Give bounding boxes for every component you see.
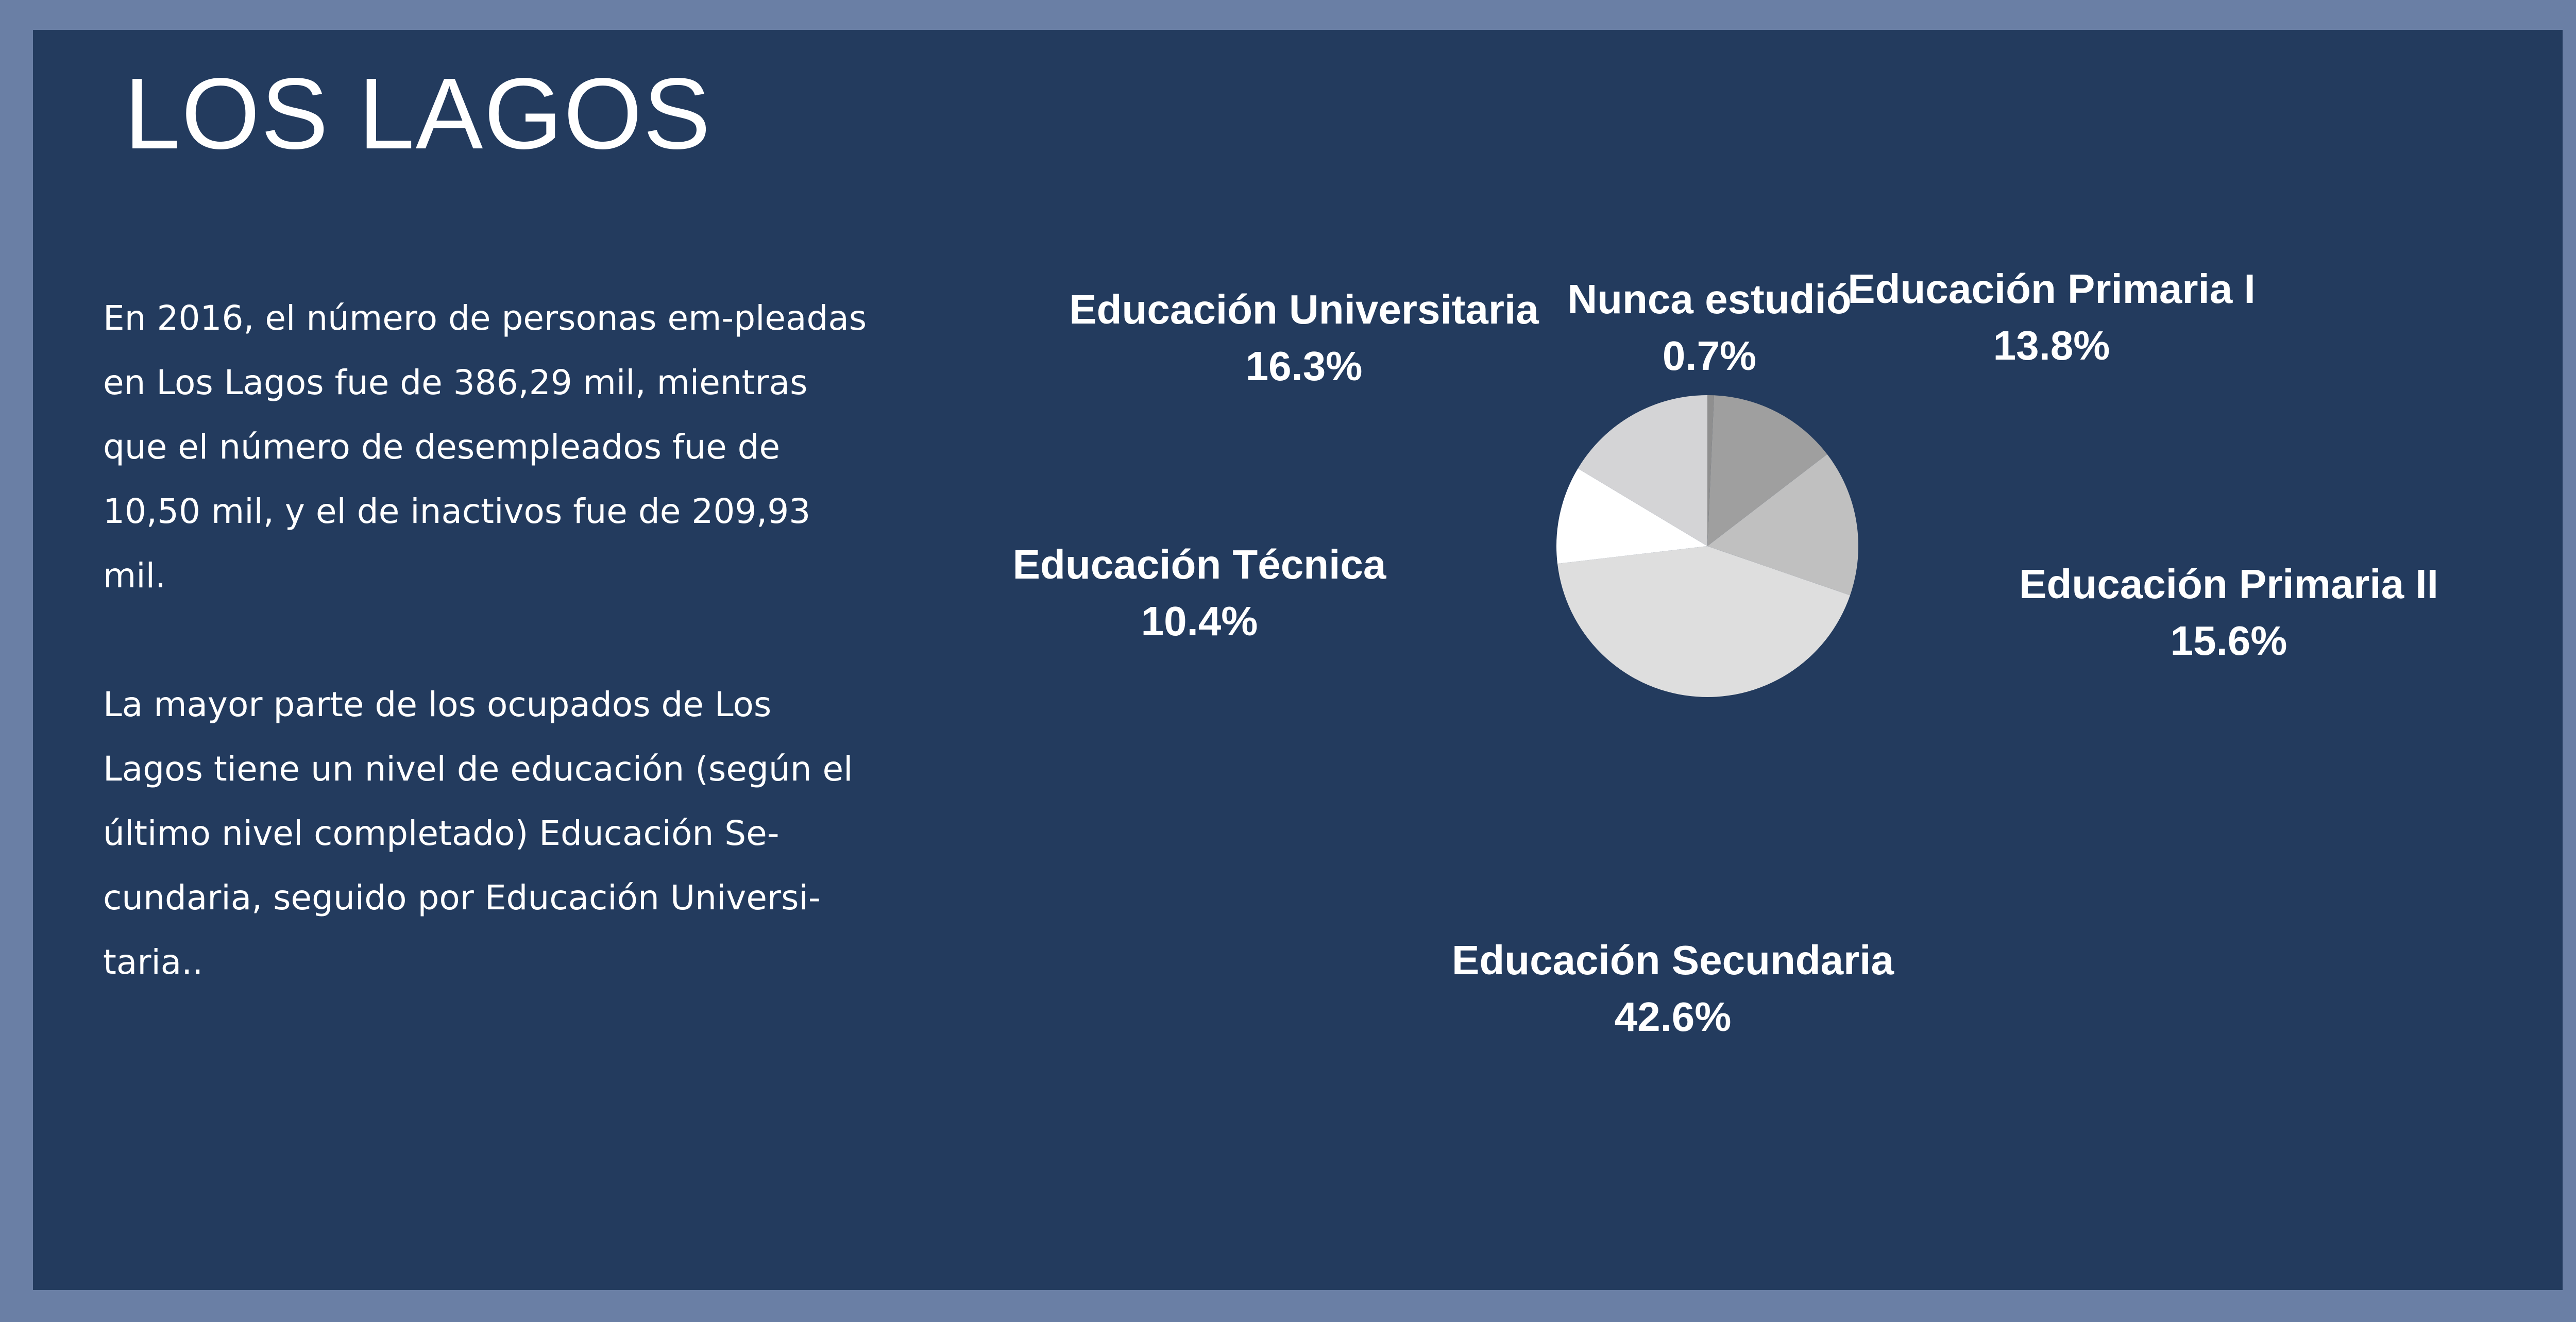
pie-slice-educacion-primaria-i	[1707, 395, 1827, 546]
description-paragraph-2: La mayor parte de los ocupados de Los La…	[103, 685, 853, 982]
content-panel: LOS LAGOS En 2016, el número de personas…	[33, 30, 2563, 1290]
pie-label-educacion-universitaria: Educación Universitaria	[1069, 286, 1539, 332]
pie-slice-educacion-primaria-ii	[1707, 454, 1858, 596]
pie-percent-nunca-estudio: 0.7%	[1663, 333, 1756, 379]
pie-slice-educacion-secundaria	[1557, 546, 1851, 697]
pie-label-educacion-primaria-ii: Educación Primaria II	[2019, 561, 2438, 607]
education-pie-chart: Nunca estudió 0.7% Educación Primaria I 13.…	[1013, 266, 2438, 1040]
pie-percent-educacion-tecnica: 10.4%	[1141, 598, 1258, 644]
pie-percent-educacion-universitaria: 16.3%	[1246, 343, 1363, 389]
pie-slice-educacion-tecnica	[1556, 468, 1707, 564]
pie-slice-nunca-estudio	[1707, 395, 1714, 546]
description-paragraph-1: En 2016, el número de personas em-pleada…	[103, 298, 867, 596]
pie-label-educacion-tecnica: Educación Técnica	[1013, 541, 1386, 587]
pie-percent-educacion-primaria-ii: 15.6%	[2171, 618, 2287, 664]
pie-slice-educacion-universitaria	[1578, 395, 1707, 546]
pie-labels: Nunca estudió 0.7% Educación Primaria I 13.…	[1013, 266, 2438, 1040]
pie-label-educacion-primaria-i: Educación Primaria I	[1848, 266, 2255, 312]
description-text: En 2016, el número de personas em-pleada…	[103, 286, 881, 994]
pie-label-educacion-secundaria: Educación Secundaria	[1452, 937, 1894, 983]
pie-label-nunca-estudio: Nunca estudió	[1567, 276, 1851, 322]
pie-slices	[1556, 395, 1858, 697]
page-title: LOS LAGOS	[124, 57, 712, 170]
pie-percent-educacion-secundaria: 42.6%	[1615, 994, 1732, 1040]
pie-percent-educacion-primaria-i: 13.8%	[1993, 323, 2110, 368]
